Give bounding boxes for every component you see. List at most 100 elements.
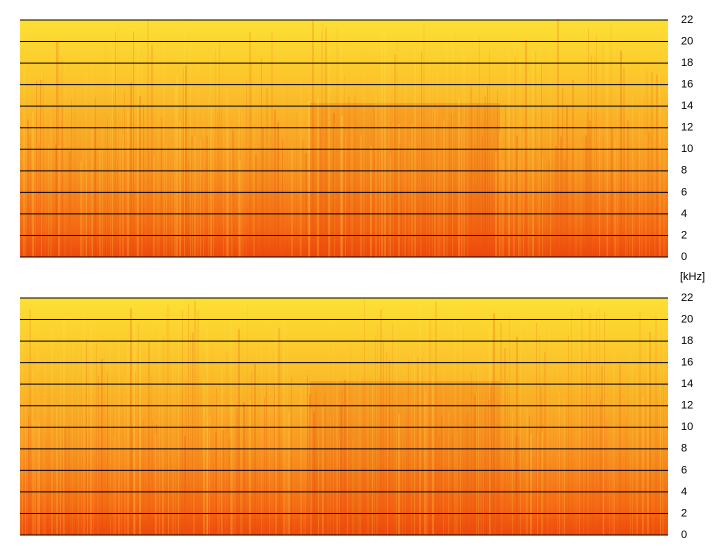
spectrogram-stripe xyxy=(138,324,139,535)
spectrogram-stripe xyxy=(51,327,53,535)
spectrogram-stripe xyxy=(452,435,453,535)
spectrogram-stripe xyxy=(357,95,358,257)
spectrogram-stripe xyxy=(540,386,542,535)
y-tick-label: 14 xyxy=(681,100,693,112)
spectrogram-stripe xyxy=(137,34,139,257)
spectrogram-stripe xyxy=(53,103,54,257)
spectrogram-stripe xyxy=(601,365,603,535)
spectrogram-stripe xyxy=(124,90,125,257)
spectrogram-stripe xyxy=(245,101,247,257)
spectrogram-stripe xyxy=(390,156,391,257)
spectrogram-stripe xyxy=(421,52,422,257)
spectrogram-stripe xyxy=(411,397,412,535)
spectrogram-stripe xyxy=(194,136,196,257)
y-tick-label: 8 xyxy=(681,443,687,455)
spectrogram-stripe xyxy=(71,100,72,257)
spectrogram-stripe xyxy=(240,375,242,535)
spectrogram-stripe xyxy=(392,322,393,535)
spectrogram-stripe xyxy=(157,51,159,257)
spectrogram-stripe xyxy=(659,73,660,257)
spectrogram-stripe xyxy=(122,133,124,257)
spectrogram-stripe xyxy=(61,59,63,257)
spectrogram-stripe xyxy=(20,410,22,535)
spectrogram-stripe xyxy=(194,300,196,535)
spectrogram-stripe xyxy=(529,415,530,535)
spectrogram-stripe xyxy=(181,390,183,535)
spectrogram-stripe xyxy=(529,108,531,258)
spectrogram-stripe xyxy=(497,425,498,535)
spectrogram-stripe xyxy=(32,111,34,257)
spectrogram-stripe xyxy=(46,422,48,535)
y-tick-label: 22 xyxy=(681,292,693,304)
spectrogram-stripe xyxy=(657,396,658,535)
spectrogram-stripe xyxy=(399,398,401,535)
spectrogram-stripe xyxy=(651,71,653,257)
spectrogram-stripe xyxy=(548,385,549,535)
spectrogram-stripe xyxy=(485,149,486,257)
spectrogram-stripe xyxy=(175,366,176,535)
spectrogram-stripe xyxy=(654,90,656,257)
y-tick-label: 16 xyxy=(681,79,693,91)
spectrogram-stripe xyxy=(352,438,353,535)
spectrogram-stripe xyxy=(619,364,621,535)
spectrogram-stripe xyxy=(394,54,396,257)
spectrogram-stripe xyxy=(173,52,174,257)
spectrogram-stripe xyxy=(448,410,449,535)
spectrogram-stripe xyxy=(537,434,538,535)
spectrogram-stripe xyxy=(139,344,141,535)
spectrogram-stripe xyxy=(229,438,231,535)
spectrogram-stripe xyxy=(113,92,115,257)
spectrogram-stripe xyxy=(562,87,563,257)
spectrogram-stripe xyxy=(300,387,302,535)
spectrogram-stripe xyxy=(458,97,460,258)
spectrogram-stripe xyxy=(339,439,340,535)
spectrogram-stripe xyxy=(636,376,638,535)
spectrogram-stripe xyxy=(92,43,93,258)
spectrogram-stripe xyxy=(408,141,410,257)
spectrogram-stripe xyxy=(118,339,120,535)
spectrogram-stripe xyxy=(367,381,369,535)
spectrogram-stripe xyxy=(398,413,400,535)
spectrogram-stripe xyxy=(288,412,290,535)
spectrogram-stripe xyxy=(293,398,295,535)
spectrogram-stripe xyxy=(408,358,409,535)
spectrogram-stripe xyxy=(645,378,646,535)
y-tick-label: 2 xyxy=(681,507,687,519)
spectrogram-stripe xyxy=(449,379,451,535)
spectrogram-stripe xyxy=(603,138,604,257)
spectrogram-stripe xyxy=(166,313,167,535)
spectrogram-stripe xyxy=(538,23,540,257)
spectrogram-stripe xyxy=(575,146,577,257)
spectrogram-stripe xyxy=(633,159,635,257)
spectrogram-stripe xyxy=(45,95,46,258)
spectrogram-stripe xyxy=(596,36,597,258)
spectrogram-stripe xyxy=(43,77,44,257)
spectrogram-stripe xyxy=(34,420,36,535)
spectrogram-stripe xyxy=(193,326,195,535)
spectrogram-stripe xyxy=(441,417,442,535)
spectrogram-stripe xyxy=(489,327,491,535)
spectrogram-stripe xyxy=(231,401,233,535)
spectrogram-stripe xyxy=(609,435,610,535)
spectrogram-stripe xyxy=(396,310,397,535)
spectrogram-stripe xyxy=(130,308,132,535)
spectrogram-stripe xyxy=(370,146,372,257)
spectrogram-stripe xyxy=(641,51,642,258)
spectrogram-stripe xyxy=(86,339,87,535)
spectrogram-stripe xyxy=(423,24,425,257)
spectrogram-stripe xyxy=(512,412,513,535)
spectrogram-stripe xyxy=(274,384,275,535)
spectrogram-stripe xyxy=(660,365,661,535)
spectrogram-stripe xyxy=(197,310,199,535)
spectrogram-stripe xyxy=(667,344,668,535)
spectrogram-stripe xyxy=(322,21,323,257)
spectrogram-stripe xyxy=(592,404,594,535)
spectrogram-stripe xyxy=(471,373,472,535)
spectrogram-stripe xyxy=(552,104,553,258)
spectrogram-stripe xyxy=(206,326,208,535)
spectrogram-stripe xyxy=(598,109,599,257)
spectrogram-stripe xyxy=(90,328,92,535)
spectrogram-stripe xyxy=(493,313,495,535)
y-tick-label: 0 xyxy=(681,529,687,541)
